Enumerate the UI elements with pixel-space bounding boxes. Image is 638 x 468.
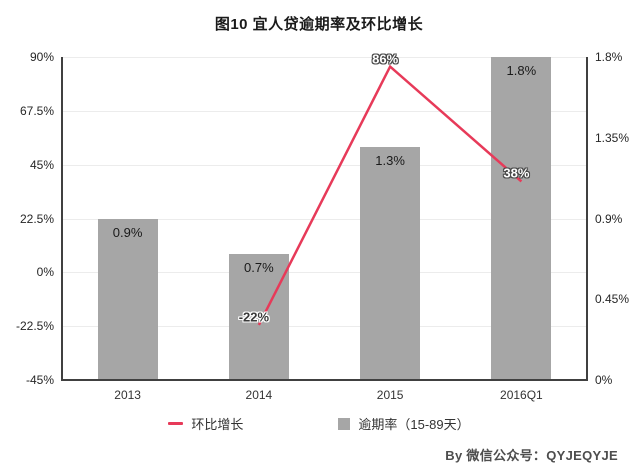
bar-2014 xyxy=(228,254,289,380)
grid-line xyxy=(62,164,587,166)
left-axis-tick-label: 22.5% xyxy=(19,211,54,226)
chart-title: 图10 宜人贷逾期率及环比增长 xyxy=(214,16,424,33)
legend-item-overdue: 逾期率（15-89天） xyxy=(338,414,470,433)
bar-value-label: 0.9% xyxy=(112,224,143,240)
bar-value-label: 1.8% xyxy=(506,63,537,78)
grid-line xyxy=(62,272,587,274)
x-axis-line xyxy=(61,379,588,381)
right-axis-line xyxy=(586,57,588,380)
legend-item-growth: 环比增长 xyxy=(168,414,243,433)
left-axis-tick-label: 67.5% xyxy=(19,103,54,118)
bar-value-label: 0.7% xyxy=(244,260,274,276)
left-axis-tick-label: -45% xyxy=(25,373,54,387)
bar-2016Q1 xyxy=(491,57,552,380)
legend-label-growth: 环比增长 xyxy=(191,417,244,432)
x-axis-label-2015: 2015 xyxy=(376,388,404,402)
growth-line-path xyxy=(257,64,523,326)
line-point-label: 86% xyxy=(372,51,399,67)
grid-line xyxy=(62,57,587,58)
left-axis-tick-label: 45% xyxy=(29,157,54,172)
right-axis-tick-label: 0.45% xyxy=(595,292,630,307)
line-point-label: -22% xyxy=(238,309,270,325)
right-axis-tick-label: 0.9% xyxy=(595,211,623,226)
left-axis-tick-label: -22.5% xyxy=(15,319,54,334)
left-axis-line xyxy=(61,57,63,380)
bar-2013 xyxy=(97,218,158,380)
legend-label-overdue: 逾期率（15-89天） xyxy=(358,417,470,432)
grid-line xyxy=(62,326,587,328)
left-axis-tick-label: 90% xyxy=(29,50,54,64)
right-axis-tick-label: 1.35% xyxy=(595,130,630,145)
grid-line xyxy=(62,110,587,112)
line-point-label: 38% xyxy=(503,165,530,181)
right-axis-tick-label: 1.8% xyxy=(595,50,623,64)
grid-line xyxy=(62,218,587,220)
x-axis-label-2014: 2014 xyxy=(245,388,273,402)
line-dash-icon xyxy=(168,422,184,425)
x-axis-label-2013: 2013 xyxy=(114,388,141,402)
x-axis-label-2016Q1: 2016Q1 xyxy=(500,388,543,402)
bar-value-label: 1.3% xyxy=(375,152,405,168)
square-icon xyxy=(338,417,351,430)
left-axis-tick-label: 0% xyxy=(36,265,54,280)
bar-2015 xyxy=(360,146,421,380)
legend: 环比增长 逾期率（15-89天） xyxy=(0,414,638,433)
right-axis-tick-label: 0% xyxy=(595,373,613,387)
line-series xyxy=(257,64,523,326)
watermark-credit: By 微信公众号：QYJEQYJE xyxy=(445,448,618,463)
